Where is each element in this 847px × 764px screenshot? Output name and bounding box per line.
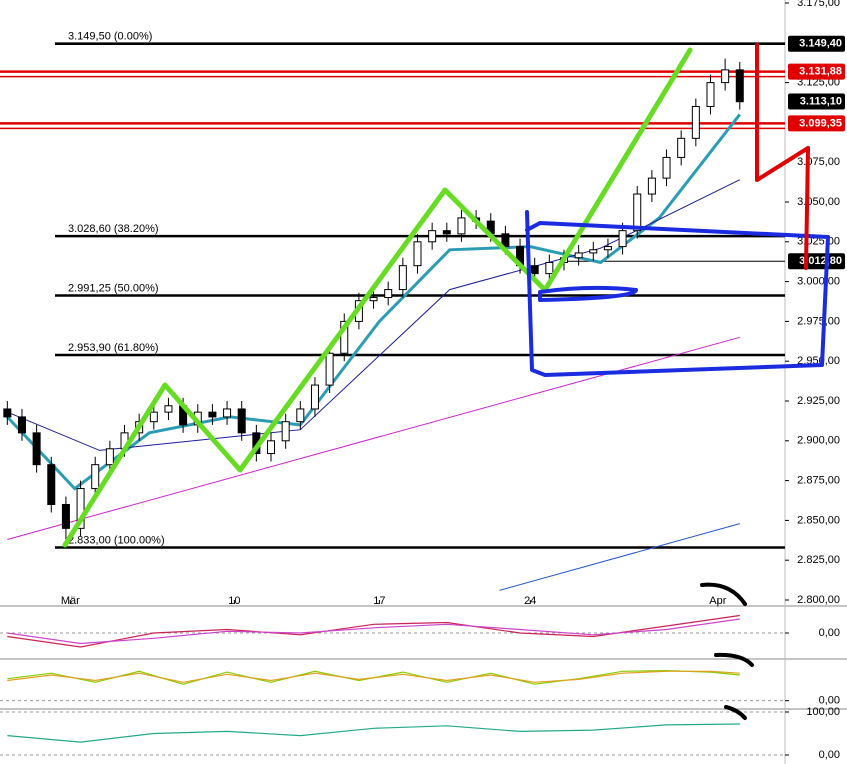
price-tag-label: 3.113,10 — [800, 95, 842, 107]
candle-body — [369, 297, 378, 302]
candle-body — [398, 265, 407, 291]
price-tag — [788, 63, 845, 80]
fib-label: 2.953,90 (61.80%) — [68, 342, 159, 354]
y-tick-label: 0,00 — [819, 749, 840, 761]
zone-drawing — [525, 210, 830, 377]
candle-body — [3, 408, 12, 418]
trend-drawing — [62, 47, 693, 548]
candle-body — [735, 69, 744, 103]
x-tick-label: 10 — [228, 595, 240, 607]
candle-body — [677, 137, 686, 158]
y-tick-label: 2.925,00 — [797, 395, 840, 407]
candle-body — [340, 320, 349, 354]
candle-body — [149, 411, 158, 423]
y-tick-label: 3.050,00 — [797, 196, 840, 208]
indicator-line — [7, 618, 740, 645]
y-tick-label: 3.175,00 — [797, 0, 840, 9]
price-tag-label: 3.012,80 — [799, 255, 842, 267]
price-tag-label: 3.149,40 — [799, 38, 842, 50]
y-tick-label: 2.900,00 — [797, 435, 840, 447]
price-tag — [788, 93, 845, 110]
candle-body — [76, 488, 85, 529]
candle-body — [47, 464, 56, 505]
candle-body — [237, 408, 246, 434]
candle-body — [267, 440, 276, 455]
target-drawing — [755, 43, 810, 270]
candle-body — [603, 246, 612, 251]
candle-body — [662, 156, 671, 179]
mark-drawing — [700, 582, 747, 606]
fib-label: 2.833,00 (100.00%) — [68, 534, 165, 546]
candle-body — [223, 408, 232, 418]
candle-body — [413, 241, 422, 267]
candle-body — [61, 503, 70, 529]
fib-label: 2.991,25 (50.00%) — [68, 282, 159, 294]
candle-body — [545, 261, 554, 275]
candle-body — [310, 384, 319, 410]
candle-body — [647, 177, 656, 195]
y-tick-label: 2.825,00 — [797, 554, 840, 566]
price-tag — [788, 35, 845, 52]
y-tick-label: 2.975,00 — [797, 315, 840, 327]
candle-body — [296, 408, 305, 423]
y-tick-label: 2.875,00 — [797, 475, 840, 487]
candle-body — [457, 217, 466, 235]
candle-body — [501, 233, 510, 248]
price-tag-label: 3.131,88 — [799, 66, 842, 78]
candle-body — [721, 69, 730, 84]
candle-body — [706, 82, 715, 107]
y-tick-label: 2.850,00 — [797, 514, 840, 526]
y-tick-label: 0,00 — [819, 627, 840, 639]
candle-body — [325, 352, 334, 386]
price-tag-label: 3.099,35 — [799, 117, 842, 129]
y-tick-label: 3.000,00 — [797, 276, 840, 288]
candle-body — [442, 230, 451, 235]
candle-body — [164, 405, 173, 413]
candle-body — [17, 416, 26, 434]
mark-drawing — [714, 652, 754, 667]
candle-body — [208, 411, 217, 418]
price-tag — [788, 115, 845, 132]
candle-body — [618, 230, 627, 248]
candle-body — [281, 421, 290, 442]
y-tick-label: 2.800,00 — [797, 594, 840, 606]
x-tick-label: Mär — [61, 595, 80, 607]
drawings — [62, 43, 830, 720]
indicator-line — [499, 523, 740, 591]
x-tick-label: 24 — [524, 595, 536, 607]
y-tick-label: 100,00 — [806, 706, 840, 718]
price-tag — [788, 253, 845, 270]
candle-body — [574, 252, 583, 259]
candle-body — [691, 105, 700, 139]
zone-drawing — [538, 285, 638, 302]
x-tick-label: 17 — [373, 595, 385, 607]
candle-body — [32, 432, 41, 466]
mark-drawing — [724, 705, 747, 720]
candle-body — [91, 464, 100, 490]
candle-body — [105, 448, 114, 466]
candle-body — [530, 265, 539, 275]
x-tick-label: Apr — [709, 595, 726, 607]
candle-body — [589, 249, 598, 254]
candle-body — [428, 230, 437, 243]
y-tick-label: 3.075,00 — [797, 156, 840, 168]
indicator-line — [7, 670, 740, 683]
indicator-line — [7, 723, 740, 743]
fib-label: 3.149,50 (0.00%) — [68, 31, 152, 43]
candle-body — [384, 289, 393, 299]
y-tick-label: 0,00 — [819, 695, 840, 707]
candle-body — [633, 193, 642, 232]
fib-label: 3.028,60 (38.20%) — [68, 223, 159, 235]
